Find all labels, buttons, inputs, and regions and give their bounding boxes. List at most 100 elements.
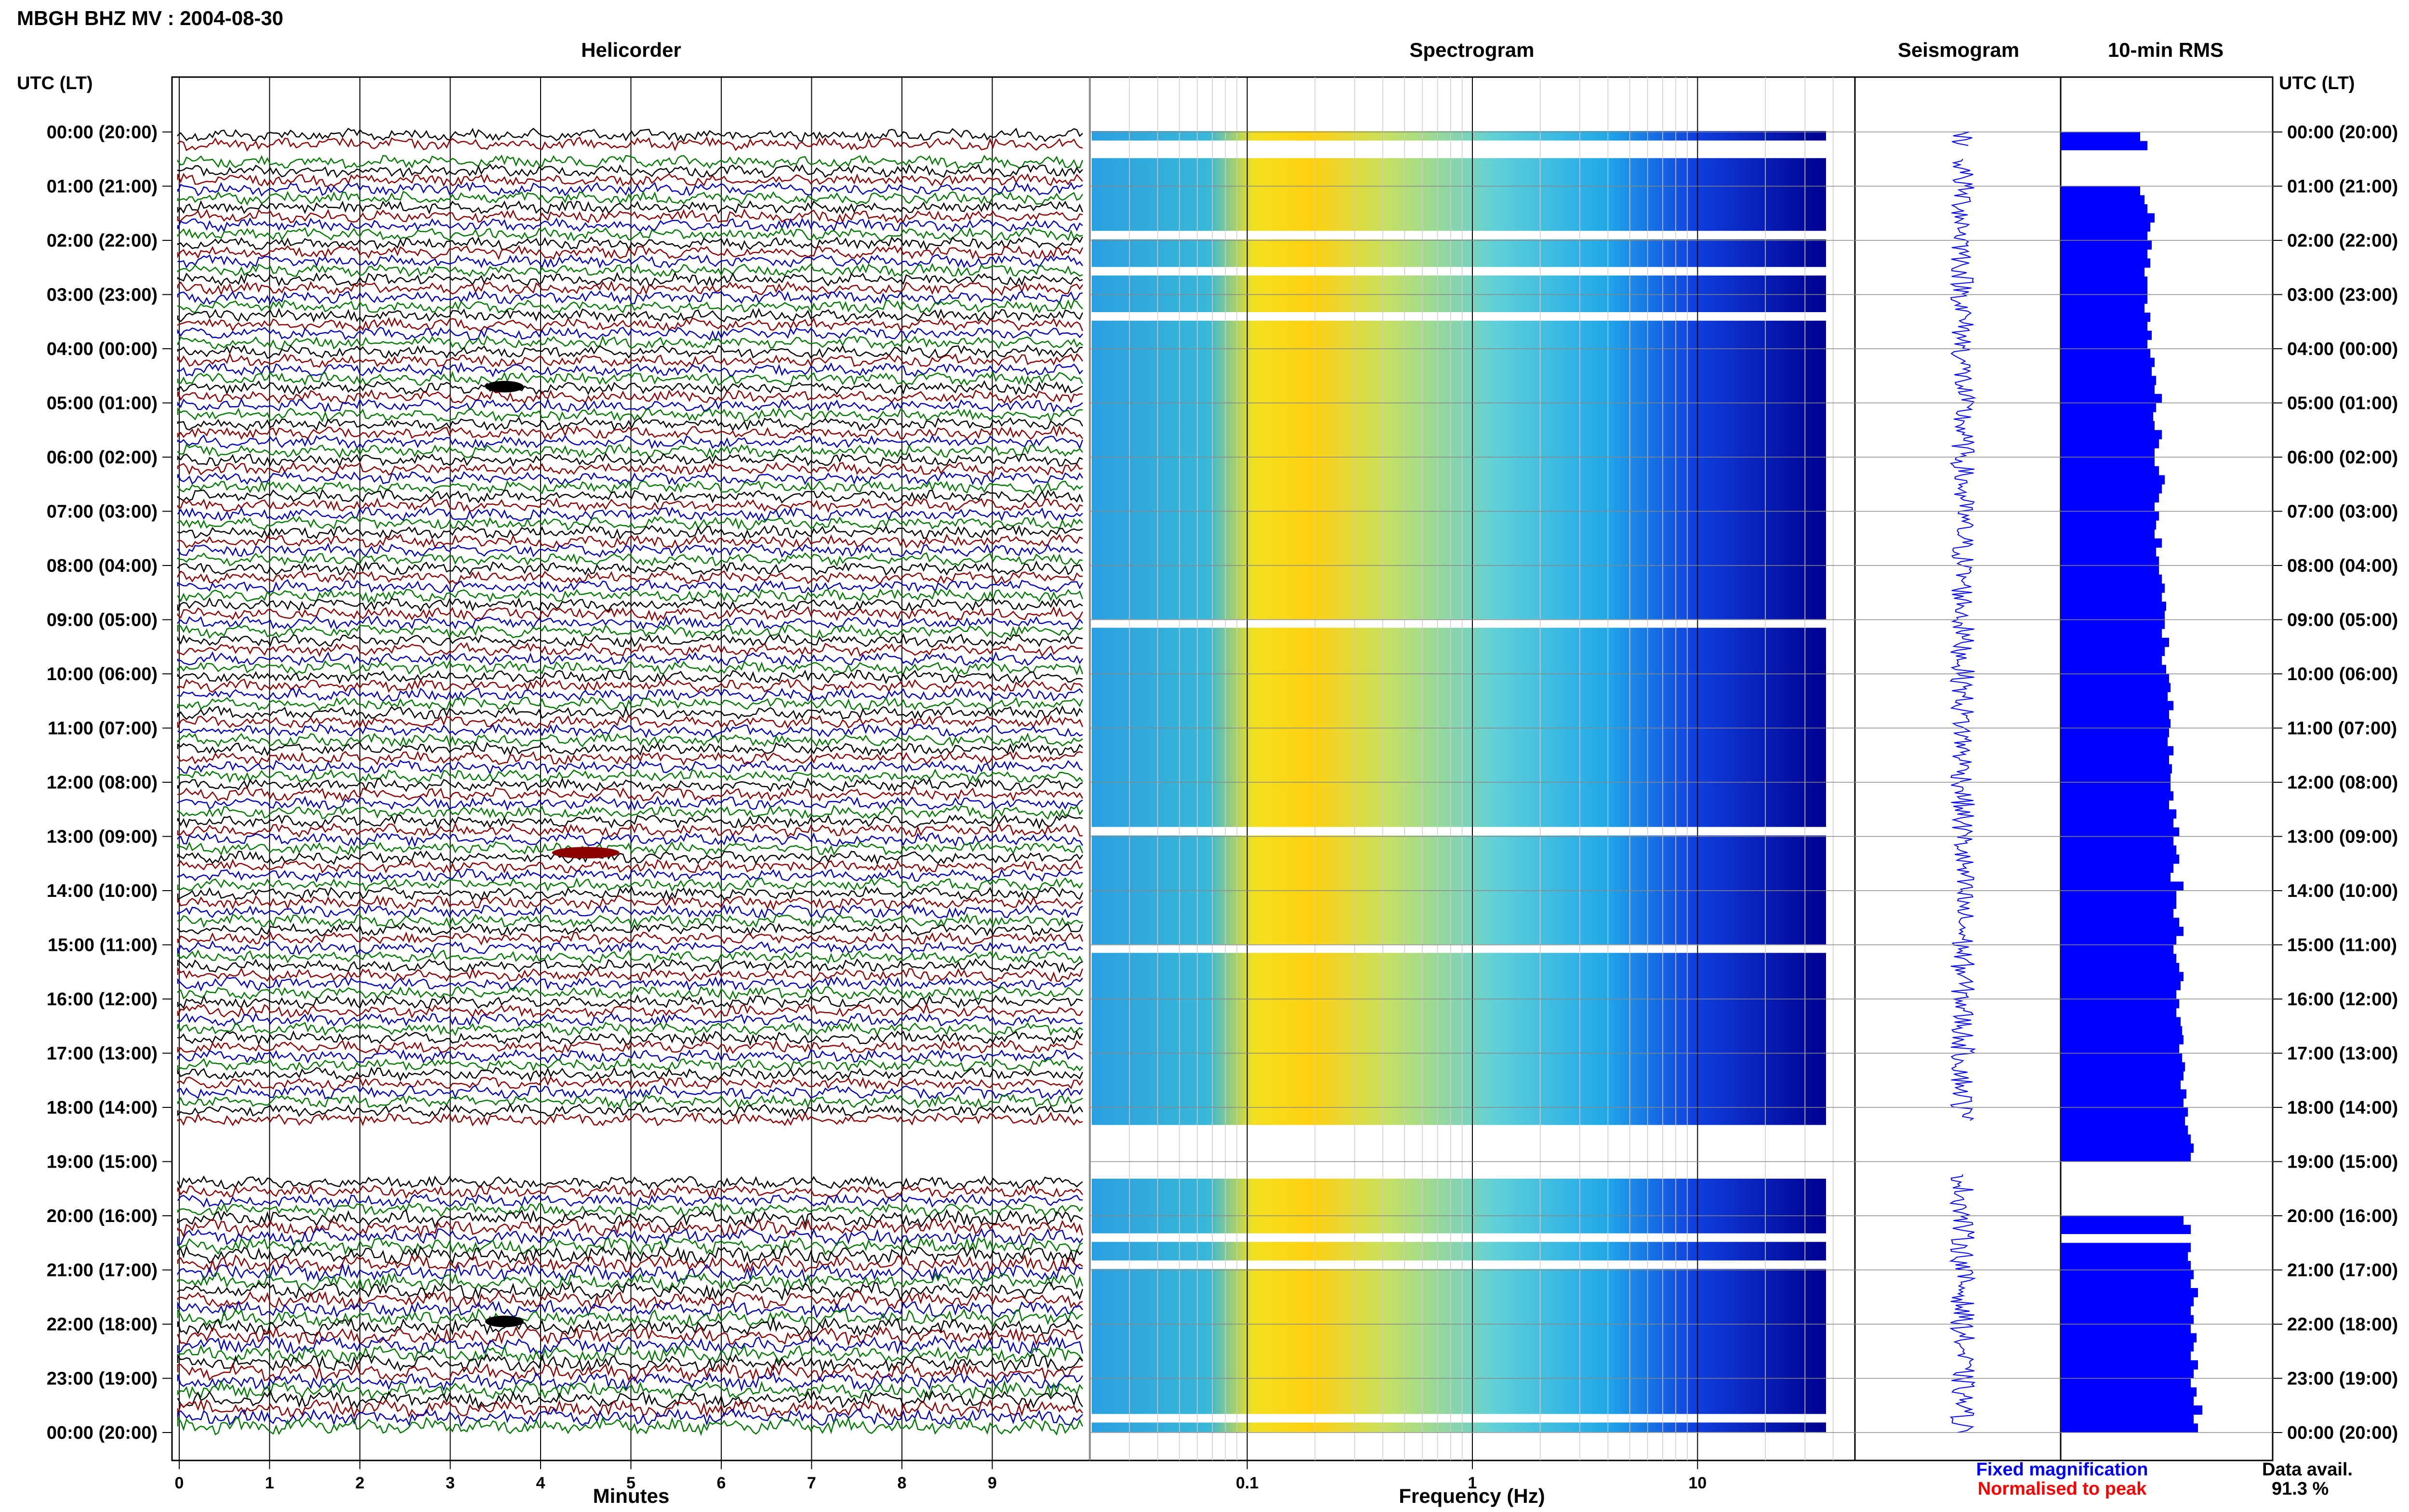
rms-bar: [2061, 1297, 2194, 1306]
time-label-left: 12:00 (08:00): [47, 773, 158, 793]
helicorder-trace: [177, 841, 1084, 856]
spectrogram-row: [1092, 790, 1826, 800]
spectrogram-row: [1092, 402, 1826, 412]
spectrogram-row: [1092, 501, 1826, 511]
helicorder-trace: [177, 1103, 1084, 1118]
spectrogram-row: [1092, 555, 1826, 565]
spectrogram-row: [1092, 1043, 1826, 1053]
rms-bar: [2061, 881, 2184, 891]
rms-bar: [2061, 1026, 2182, 1036]
spectrogram-row: [1092, 1386, 1826, 1396]
helicorder-trace: [177, 1316, 1083, 1337]
helicorder-event: [485, 381, 524, 393]
frequency-tick-label: 0.1: [1236, 1474, 1258, 1492]
time-label-right: 01:00 (21:00): [2287, 177, 2398, 197]
spectrogram-row: [1092, 1007, 1826, 1017]
rms-bar: [2061, 800, 2169, 810]
helicorder-trace: [177, 670, 1083, 684]
helicorder-trace: [177, 1272, 1084, 1292]
helicorder-trace: [177, 651, 1084, 666]
spectrogram-row: [1092, 582, 1826, 592]
rms-bar: [2061, 1035, 2184, 1045]
helicorder-trace: [177, 316, 1084, 332]
helicorder-trace: [177, 407, 1083, 423]
spectrogram-row: [1092, 898, 1826, 908]
rms-bar: [2061, 728, 2169, 737]
rms-bar: [2061, 656, 2162, 665]
helicorder-trace: [177, 976, 1083, 992]
helicorder-trace: [177, 217, 1083, 233]
rms-bar: [2061, 809, 2176, 819]
time-label-right: 20:00 (16:00): [2287, 1206, 2398, 1226]
helicorder-trace: [177, 714, 1084, 729]
helicorder-trace: [177, 1262, 1083, 1282]
spectrogram-row: [1092, 700, 1826, 710]
time-label-right: 23:00 (19:00): [2287, 1369, 2398, 1389]
helicorder-trace: [177, 533, 1083, 549]
rms-bar: [2061, 1378, 2191, 1388]
rms-bar: [2061, 1216, 2184, 1225]
helicorder-trace: [177, 868, 1083, 883]
rms-bar: [2061, 367, 2152, 376]
rms-bar: [2061, 1144, 2194, 1153]
spectrogram-row: [1092, 573, 1826, 583]
helicorder-trace: [177, 858, 1083, 874]
rms-bar: [2061, 1396, 2194, 1406]
spectrogram-row: [1092, 1332, 1826, 1342]
spectrogram-row: [1092, 185, 1826, 195]
rms-bar: [2061, 945, 2173, 954]
helicorder-trace: [177, 723, 1083, 738]
time-label-right: 03:00 (23:00): [2287, 285, 2398, 305]
spectrogram-row: [1092, 1314, 1826, 1324]
rms-bar: [2061, 610, 2165, 620]
rms-bar: [2061, 1405, 2202, 1415]
spectrogram-row: [1092, 1359, 1826, 1369]
spectrogram-row: [1092, 691, 1826, 701]
rms-bar: [2061, 267, 2144, 277]
rms-bar: [2061, 999, 2179, 1009]
helicorder-trace: [177, 1084, 1084, 1100]
helicorder-trace: [177, 136, 1083, 152]
rms-bar: [2061, 1360, 2198, 1370]
helicorder-event: [552, 847, 620, 859]
spectrogram-row: [1092, 926, 1826, 935]
helicorder-trace: [177, 1227, 1084, 1247]
time-label-right: 05:00 (01:00): [2287, 394, 2398, 414]
spectrogram-row: [1092, 682, 1826, 692]
helicorder-trace: [177, 986, 1084, 1000]
helicorder-trace: [177, 307, 1084, 323]
rms-bar: [2061, 927, 2184, 936]
data-avail-label: Data avail.: [2262, 1459, 2353, 1480]
rms-bar: [2061, 737, 2168, 747]
time-label-left: 15:00 (11:00): [48, 935, 158, 956]
rms-bar: [2061, 430, 2162, 439]
helicorder-trace: [177, 1344, 1084, 1364]
helicorder-trace: [177, 850, 1084, 866]
helicorder-trace: [177, 424, 1084, 440]
spectrogram-row: [1092, 754, 1826, 764]
rms-bar: [2061, 1224, 2191, 1234]
time-label-right: 11:00 (07:00): [2287, 719, 2397, 739]
helicorder-trace: [177, 560, 1084, 576]
rms-bar: [2061, 511, 2159, 521]
helicorder-trace: [177, 1218, 1084, 1238]
spectrogram-row: [1092, 248, 1826, 258]
helicorder-trace: [177, 1175, 1083, 1190]
rms-bar: [2061, 629, 2162, 638]
spectrogram-row: [1092, 474, 1826, 484]
spectrogram-row: [1092, 302, 1826, 312]
spectrogram-row: [1092, 1052, 1826, 1062]
helicorder-trace: [177, 226, 1083, 242]
time-label-right: 04:00 (00:00): [2287, 339, 2398, 359]
spectrogram-row: [1092, 664, 1826, 673]
minute-tick-label: 1: [265, 1474, 274, 1492]
x-axis-ticks: 0 1 2 3 4 5 6 7 8 9 0.1 1 10: [175, 1460, 1707, 1492]
spectrogram-row: [1092, 1088, 1826, 1098]
spectrogram-row: [1092, 718, 1826, 728]
spectrogram-row: [1092, 384, 1826, 394]
helicorder-trace: [177, 822, 1083, 838]
minute-tick-label: 4: [536, 1474, 545, 1492]
spectrogram-row: [1092, 645, 1826, 656]
right-axis-header: UTC (LT): [2279, 73, 2355, 93]
helicorder-trace: [177, 922, 1084, 937]
